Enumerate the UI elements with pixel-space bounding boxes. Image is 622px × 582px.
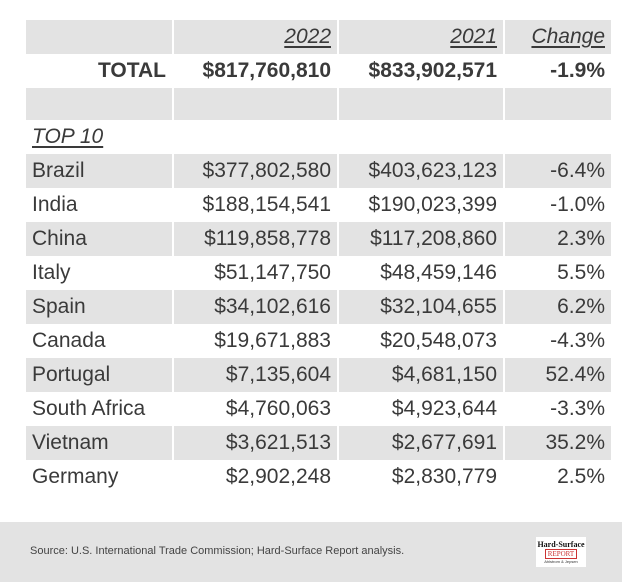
logo-line3: Ahlstrom & Jepsen — [544, 558, 578, 564]
value-2022-cell: $19,671,883 — [214, 329, 331, 352]
change-cell: 5.5% — [557, 261, 605, 284]
change-cell: 6.2% — [505, 290, 611, 324]
header-2022-label: 2022 — [284, 25, 331, 48]
table-row: China $119,858,778 $117,208,860 2.3% — [26, 222, 611, 256]
value-2021-cell: $2,830,779 — [391, 465, 497, 488]
value-2022-cell: $2,902,248 — [225, 465, 331, 488]
change-cell: -6.4% — [505, 154, 611, 188]
change-cell: 2.3% — [505, 222, 611, 256]
value-2021-cell: $4,681,150 — [339, 358, 503, 392]
table-row: Brazil $377,802,580 $403,623,123 -6.4% — [26, 154, 611, 188]
table-row: Portugal $7,135,604 $4,681,150 52.4% — [26, 358, 611, 392]
value-2022-cell: $3,621,513 — [174, 426, 337, 460]
value-2021-cell: $403,623,123 — [339, 154, 503, 188]
header-2021-label: 2021 — [450, 25, 497, 48]
header-change-label: Change — [531, 25, 605, 48]
table-row: Vietnam $3,621,513 $2,677,691 35.2% — [26, 426, 611, 460]
country-cell: Spain — [26, 290, 172, 324]
value-2022-cell: $51,147,750 — [214, 261, 331, 284]
table-row: India $188,154,541 $190,023,399 -1.0% — [26, 188, 611, 222]
value-2022-cell: $4,760,063 — [225, 397, 331, 420]
value-2021-cell: $190,023,399 — [368, 193, 497, 216]
total-2022: $817,760,810 — [202, 59, 331, 82]
country-cell: Brazil — [26, 154, 172, 188]
change-cell: -1.0% — [550, 193, 605, 216]
value-2021-cell: $4,923,644 — [391, 397, 497, 420]
value-2021-cell: $20,548,073 — [380, 329, 497, 352]
country-cell: Vietnam — [26, 426, 172, 460]
total-row: TOTAL $817,760,810 $833,902,571 -1.9% — [26, 54, 611, 88]
table-row: Spain $34,102,616 $32,104,655 6.2% — [26, 290, 611, 324]
value-2022-cell: $34,102,616 — [174, 290, 337, 324]
value-2022-cell: $377,802,580 — [174, 154, 337, 188]
total-2021: $833,902,571 — [368, 59, 497, 82]
table-row: Italy $51,147,750 $48,459,146 5.5% — [26, 256, 611, 290]
value-2021-cell: $32,104,655 — [339, 290, 503, 324]
change-cell: -3.3% — [550, 397, 605, 420]
section-row: TOP 10 — [26, 120, 611, 154]
spacer-cell — [174, 88, 337, 120]
total-change: -1.9% — [550, 59, 605, 82]
country-cell: Portugal — [26, 358, 172, 392]
table-row: Germany $2,902,248 $2,830,779 2.5% — [26, 460, 611, 494]
value-2021-cell: $117,208,860 — [339, 222, 503, 256]
total-label: TOTAL — [97, 59, 166, 82]
change-cell: 2.5% — [557, 465, 605, 488]
header-blank — [26, 20, 172, 54]
source-note: Source: U.S. International Trade Commiss… — [30, 545, 405, 557]
country-cell: South Africa — [32, 397, 146, 420]
value-2022-cell: $188,154,541 — [202, 193, 331, 216]
section-label: TOP 10 — [32, 125, 104, 148]
header-2021: 2021 — [339, 20, 503, 54]
spacer-row — [26, 88, 611, 120]
imports-table: 2022 2021 Change TOTAL $817,760,810 $833… — [26, 20, 611, 494]
spacer-cell — [505, 88, 611, 120]
table-row: Canada $19,671,883 $20,548,073 -4.3% — [26, 324, 611, 358]
footer: Source: U.S. International Trade Commiss… — [0, 522, 622, 582]
country-cell: India — [32, 193, 78, 216]
change-cell: 35.2% — [505, 426, 611, 460]
change-cell: -4.3% — [550, 329, 605, 352]
value-2021-cell: $48,459,146 — [380, 261, 497, 284]
country-cell: China — [26, 222, 172, 256]
logo-line1: Hard-Surface — [537, 539, 585, 549]
value-2022-cell: $119,858,778 — [174, 222, 337, 256]
header-change: Change — [505, 20, 611, 54]
table-row: South Africa $4,760,063 $4,923,644 -3.3% — [26, 392, 611, 426]
country-cell: Canada — [32, 329, 106, 352]
hard-surface-report-logo: Hard-Surface REPORT Ahlstrom & Jepsen — [536, 537, 586, 567]
spacer-cell — [26, 88, 172, 120]
logo-line2: REPORT — [544, 548, 578, 559]
country-cell: Italy — [32, 261, 71, 284]
header-2022: 2022 — [174, 20, 337, 54]
country-rows: Brazil $377,802,580 $403,623,123 -6.4% India… — [26, 154, 611, 494]
value-2022-cell: $7,135,604 — [174, 358, 337, 392]
header-row: 2022 2021 Change — [26, 20, 611, 54]
country-cell: Germany — [32, 465, 119, 488]
value-2021-cell: $2,677,691 — [339, 426, 503, 460]
change-cell: 52.4% — [505, 358, 611, 392]
spacer-cell — [339, 88, 503, 120]
